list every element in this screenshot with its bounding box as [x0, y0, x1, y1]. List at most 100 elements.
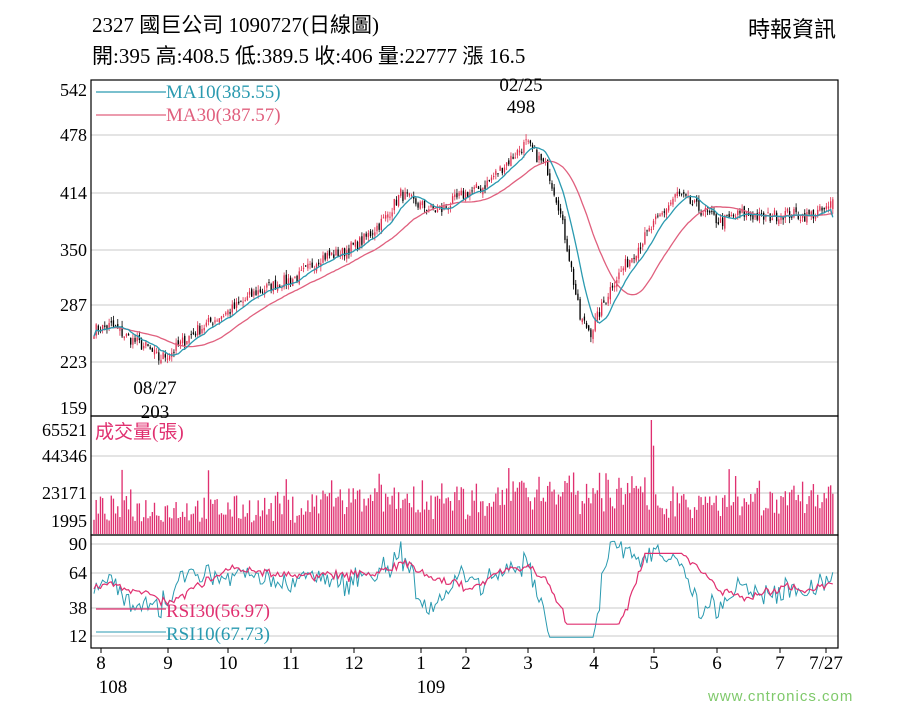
price-stats: 開:395 高:408.5 低:389.5 收:406 量:22777 漲 16… — [92, 44, 526, 68]
volume-bar — [235, 495, 238, 534]
candle-body — [605, 302, 607, 304]
volume-bar — [616, 488, 618, 534]
month-tick-label: 7/27 — [809, 653, 843, 674]
candle-body — [780, 215, 782, 221]
candle-body — [786, 208, 789, 212]
candle-body — [151, 348, 153, 352]
volume-bar — [741, 506, 743, 534]
candle-body — [771, 218, 774, 221]
volume-bar — [209, 499, 212, 534]
volume-bar — [622, 504, 624, 534]
candle-body — [670, 202, 672, 205]
volume-bar — [104, 513, 106, 534]
candle-body — [268, 281, 270, 283]
candle-body — [361, 236, 363, 245]
volume-bar — [801, 481, 804, 534]
volume-bar — [173, 508, 175, 534]
volume-bar — [663, 514, 666, 534]
volume-bar — [670, 501, 672, 534]
volume-bar — [274, 495, 277, 534]
volume-bar — [361, 511, 363, 534]
volume-bar — [438, 498, 441, 534]
candle-body — [752, 214, 754, 220]
volume-bar — [374, 488, 376, 534]
volume-bar — [356, 490, 359, 534]
candle-body — [233, 302, 236, 309]
volume-bar — [112, 498, 115, 534]
volume-bar — [618, 477, 620, 534]
volume-bar — [298, 515, 300, 534]
month-tick-label: 3 — [523, 653, 533, 674]
candle-body — [808, 209, 810, 215]
volume-bar — [823, 493, 825, 534]
volume-bar — [363, 498, 365, 534]
candle-body — [784, 210, 786, 219]
candle-body — [376, 225, 378, 232]
candle-body — [378, 223, 380, 230]
volume-bar — [734, 476, 737, 534]
volume-bar — [343, 514, 346, 534]
volume-bar — [726, 506, 728, 534]
volume-bar — [596, 490, 599, 534]
volume-bar — [101, 498, 104, 534]
volume-bar — [382, 511, 385, 534]
candle-body — [201, 329, 203, 334]
month-tick-label: 1 — [416, 653, 426, 674]
volume-bar — [233, 496, 236, 534]
chart-title: 2327 國巨公司 1090727(日線圖) — [92, 13, 379, 37]
candle-body — [160, 359, 162, 364]
candle-body — [778, 219, 780, 224]
candle-body — [676, 192, 678, 197]
volume-bar — [372, 501, 374, 534]
candle-body — [467, 192, 469, 198]
volume-bar — [784, 491, 786, 534]
volume-bar — [352, 488, 354, 534]
volume-bar — [624, 494, 627, 534]
volume-bar — [804, 513, 806, 534]
candle-body — [575, 283, 577, 295]
volume-bar — [767, 508, 769, 534]
candle-body — [127, 333, 130, 336]
volume-tick-label: 65521 — [42, 420, 87, 440]
candle-body — [367, 233, 370, 238]
candle-body — [538, 155, 540, 160]
candle-body — [819, 206, 821, 211]
candle-body — [188, 335, 190, 343]
volume-bar — [406, 493, 408, 534]
volume-bar — [512, 481, 514, 534]
volume-bar — [97, 513, 99, 534]
volume-bar — [158, 515, 160, 534]
candle-body — [281, 287, 283, 289]
volume-bar — [199, 521, 201, 534]
candle-body — [387, 214, 389, 218]
volume-title: 成交量(張) — [95, 421, 184, 443]
volume-bar — [201, 517, 203, 534]
volume-bar — [544, 501, 547, 534]
candle-body — [488, 180, 491, 182]
candle-body — [523, 142, 525, 153]
volume-bar — [384, 493, 387, 534]
candle-body — [408, 193, 411, 196]
volume-bar — [436, 495, 439, 534]
candle-body — [626, 258, 629, 268]
volume-bar — [588, 497, 590, 534]
volume-bar — [393, 487, 395, 534]
volume-panel-frame — [90, 415, 839, 536]
candle-body — [715, 214, 717, 224]
volume-bar — [786, 505, 789, 534]
volume-bar — [311, 494, 313, 534]
candle-body — [136, 337, 138, 342]
candle-body — [402, 191, 404, 202]
candle-body — [93, 336, 95, 339]
candle-body — [696, 198, 698, 202]
volume-bar — [380, 484, 382, 534]
candle-body — [559, 208, 562, 214]
month-tick-label: 5 — [649, 653, 659, 674]
candle-body — [274, 279, 277, 290]
candle-body — [322, 255, 324, 263]
volume-bar — [659, 507, 661, 534]
candle-body — [655, 216, 657, 220]
volume-bar — [125, 496, 128, 534]
volume-bar — [464, 519, 467, 534]
volume-bar — [475, 483, 478, 534]
